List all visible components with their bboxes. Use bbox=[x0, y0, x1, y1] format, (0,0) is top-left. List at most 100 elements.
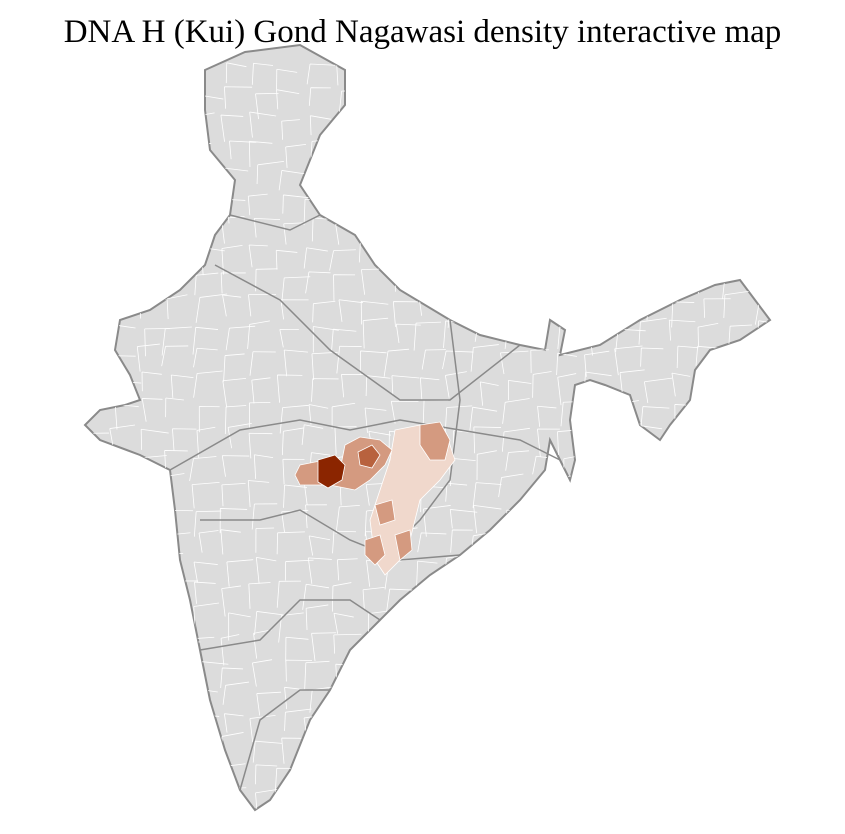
district-border bbox=[585, 299, 604, 319]
district-border bbox=[251, 377, 271, 404]
district-border bbox=[85, 685, 109, 716]
district-border bbox=[452, 715, 472, 735]
district-border bbox=[695, 607, 723, 628]
district-border bbox=[108, 137, 135, 157]
district-border bbox=[336, 191, 357, 217]
region-medium[interactable] bbox=[374, 499, 396, 526]
district-border bbox=[223, 353, 245, 382]
district-border bbox=[498, 473, 524, 498]
density-regions[interactable] bbox=[294, 421, 456, 576]
district-border bbox=[505, 788, 532, 810]
district-border bbox=[591, 533, 612, 556]
district-border bbox=[530, 657, 553, 689]
district-border bbox=[704, 199, 725, 220]
district-border bbox=[111, 456, 137, 476]
district-border bbox=[501, 634, 527, 659]
region-medium[interactable] bbox=[364, 534, 386, 566]
district-border bbox=[502, 398, 530, 424]
district-border bbox=[638, 317, 667, 345]
district-border bbox=[614, 299, 638, 320]
district-border bbox=[696, 89, 724, 114]
district-border bbox=[727, 534, 752, 557]
district-border bbox=[332, 170, 354, 200]
region-medium[interactable] bbox=[394, 529, 413, 561]
region-medium[interactable] bbox=[419, 421, 451, 461]
district-border bbox=[694, 143, 725, 163]
district-border bbox=[168, 164, 193, 188]
district-border bbox=[362, 586, 385, 610]
district-border bbox=[480, 713, 505, 740]
district-border bbox=[500, 89, 528, 115]
district-border bbox=[364, 215, 385, 242]
district-border bbox=[198, 405, 220, 433]
district-border bbox=[641, 661, 669, 690]
district-border bbox=[510, 815, 533, 834]
district-border bbox=[165, 659, 192, 684]
region-high[interactable] bbox=[357, 444, 381, 469]
district-border bbox=[194, 818, 218, 834]
district-border bbox=[285, 143, 307, 168]
district-border bbox=[228, 612, 251, 641]
district-border bbox=[361, 792, 383, 810]
district-border bbox=[535, 553, 562, 574]
district-border bbox=[505, 450, 530, 471]
district-border bbox=[676, 345, 699, 368]
district-border bbox=[248, 401, 271, 429]
district-border bbox=[557, 736, 583, 759]
district-border bbox=[591, 240, 611, 261]
state-border bbox=[229, 214, 321, 231]
district-border bbox=[468, 686, 492, 714]
district-border bbox=[111, 89, 136, 112]
district-border bbox=[471, 224, 498, 252]
district-border bbox=[331, 790, 355, 810]
district-border bbox=[506, 509, 530, 538]
district-border bbox=[364, 717, 383, 744]
district-border bbox=[415, 219, 436, 241]
district-border bbox=[758, 506, 770, 532]
district-border bbox=[422, 143, 442, 164]
district-border bbox=[229, 140, 257, 160]
district-border bbox=[668, 744, 693, 764]
district-border bbox=[395, 323, 421, 344]
district-border bbox=[477, 163, 505, 190]
district-border bbox=[85, 223, 108, 249]
district-border bbox=[139, 631, 161, 659]
district-border bbox=[617, 266, 642, 292]
district-border bbox=[338, 717, 364, 746]
district-border bbox=[419, 815, 441, 834]
district-border bbox=[339, 818, 366, 834]
district-border bbox=[221, 244, 243, 275]
district-border bbox=[111, 121, 138, 141]
region-highest[interactable] bbox=[317, 454, 346, 489]
district-border bbox=[114, 293, 145, 315]
district-border bbox=[672, 216, 697, 247]
district-border bbox=[641, 60, 666, 83]
district-border bbox=[248, 294, 277, 317]
district-border bbox=[281, 427, 305, 456]
district-border bbox=[281, 737, 302, 764]
district-border bbox=[280, 299, 309, 320]
district-border bbox=[449, 240, 478, 264]
district-border bbox=[507, 533, 536, 560]
district-border bbox=[116, 658, 144, 686]
district-border bbox=[222, 294, 242, 317]
district-border bbox=[360, 300, 389, 325]
district-border bbox=[501, 427, 530, 452]
district-border bbox=[444, 195, 474, 224]
district-border bbox=[584, 451, 608, 478]
district-border bbox=[729, 689, 760, 717]
district-border bbox=[696, 119, 722, 145]
district-border bbox=[194, 581, 216, 604]
district-border bbox=[248, 582, 271, 609]
district-border bbox=[698, 241, 725, 267]
district-border bbox=[481, 276, 506, 299]
district-border bbox=[644, 716, 664, 736]
district-border bbox=[367, 139, 390, 167]
district-border bbox=[166, 716, 196, 737]
district-border bbox=[667, 477, 688, 503]
district-border bbox=[507, 296, 532, 319]
district-border bbox=[532, 371, 552, 398]
district-border bbox=[564, 59, 584, 88]
district-border bbox=[412, 586, 441, 613]
